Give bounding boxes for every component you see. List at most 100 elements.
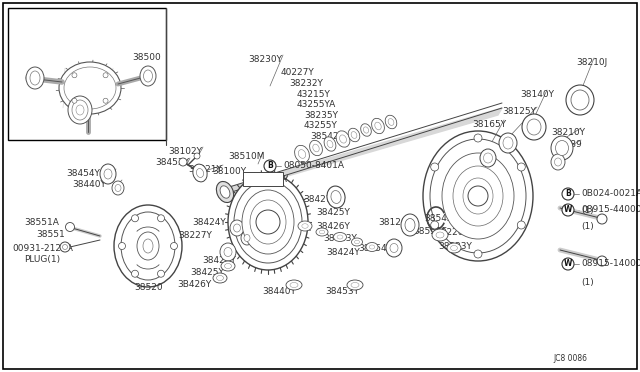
Text: B: B <box>267 161 273 170</box>
Text: 38227Y: 38227Y <box>178 231 212 240</box>
Ellipse shape <box>375 122 381 130</box>
Ellipse shape <box>347 280 363 290</box>
Ellipse shape <box>405 218 415 231</box>
Ellipse shape <box>234 181 302 263</box>
Ellipse shape <box>193 164 207 182</box>
Circle shape <box>468 186 488 206</box>
Circle shape <box>517 221 525 229</box>
Text: 38421Y: 38421Y <box>188 165 222 174</box>
Text: 38542P: 38542P <box>310 132 344 141</box>
Ellipse shape <box>290 282 298 288</box>
Ellipse shape <box>30 71 40 85</box>
Ellipse shape <box>294 145 309 163</box>
Ellipse shape <box>571 90 589 110</box>
Ellipse shape <box>121 212 175 280</box>
Ellipse shape <box>114 205 182 287</box>
Circle shape <box>170 243 177 250</box>
Ellipse shape <box>369 245 374 249</box>
Circle shape <box>72 73 77 78</box>
Ellipse shape <box>355 240 360 244</box>
Ellipse shape <box>327 140 333 148</box>
Text: 38440Y: 38440Y <box>262 287 296 296</box>
Text: 38427Y: 38427Y <box>202 256 236 265</box>
Text: 38210J: 38210J <box>576 58 607 67</box>
Text: 38520: 38520 <box>134 283 163 292</box>
Ellipse shape <box>527 119 541 135</box>
Text: 00931-2121A: 00931-2121A <box>12 244 73 253</box>
Ellipse shape <box>401 214 419 236</box>
Text: B: B <box>565 189 571 199</box>
Ellipse shape <box>503 137 513 149</box>
Ellipse shape <box>463 178 493 214</box>
Text: 38423Z: 38423Z <box>253 191 287 200</box>
Text: 38510A: 38510A <box>252 175 287 184</box>
Ellipse shape <box>442 153 514 239</box>
Ellipse shape <box>244 234 250 241</box>
Ellipse shape <box>386 239 402 257</box>
Ellipse shape <box>241 231 253 245</box>
Bar <box>243 172 283 186</box>
Text: 43215Y: 43215Y <box>297 90 331 99</box>
Bar <box>8 8 166 140</box>
Ellipse shape <box>242 190 294 254</box>
Ellipse shape <box>554 158 561 166</box>
Ellipse shape <box>351 238 362 246</box>
Polygon shape <box>222 108 502 195</box>
Ellipse shape <box>390 244 398 253</box>
Text: 40227Y: 40227Y <box>281 68 315 77</box>
Circle shape <box>65 222 74 231</box>
Ellipse shape <box>112 181 124 195</box>
Text: 38500: 38500 <box>132 53 161 62</box>
Circle shape <box>103 73 108 78</box>
Text: 38424Y: 38424Y <box>326 248 360 257</box>
Text: 38542N: 38542N <box>424 214 460 223</box>
Ellipse shape <box>216 182 234 202</box>
Text: 38232Y: 38232Y <box>289 79 323 88</box>
Ellipse shape <box>76 105 84 115</box>
Text: 38210Y: 38210Y <box>551 128 585 137</box>
Text: 38453Y: 38453Y <box>155 158 189 167</box>
Ellipse shape <box>372 118 385 134</box>
Text: 38454Y: 38454Y <box>66 169 100 178</box>
Ellipse shape <box>351 282 359 288</box>
Ellipse shape <box>115 185 121 192</box>
Text: (1): (1) <box>581 222 594 231</box>
Ellipse shape <box>388 119 394 125</box>
Text: 38230Y: 38230Y <box>248 55 282 64</box>
Ellipse shape <box>220 243 236 261</box>
Text: 38120Y: 38120Y <box>378 218 412 227</box>
Text: 08050-8401A: 08050-8401A <box>283 161 344 170</box>
Ellipse shape <box>310 140 323 155</box>
Ellipse shape <box>551 154 565 170</box>
Circle shape <box>597 256 607 266</box>
Text: PLUG(1): PLUG(1) <box>24 255 60 264</box>
Text: 38510M: 38510M <box>228 152 264 161</box>
Ellipse shape <box>566 85 594 115</box>
Text: 38125Y: 38125Y <box>502 107 536 116</box>
Circle shape <box>597 214 607 224</box>
Circle shape <box>157 270 164 277</box>
Text: 38220Y: 38220Y <box>435 228 469 237</box>
Circle shape <box>131 270 138 277</box>
Text: 38551F: 38551F <box>413 227 447 236</box>
Ellipse shape <box>220 186 230 198</box>
Ellipse shape <box>298 150 306 158</box>
Circle shape <box>103 98 108 103</box>
Ellipse shape <box>68 96 92 124</box>
Circle shape <box>194 153 200 159</box>
Text: 38589: 38589 <box>553 140 582 149</box>
Text: 38140Y: 38140Y <box>520 90 554 99</box>
Ellipse shape <box>366 243 378 251</box>
Ellipse shape <box>250 200 286 244</box>
Ellipse shape <box>286 280 302 290</box>
Ellipse shape <box>216 276 223 280</box>
Circle shape <box>256 210 280 234</box>
Ellipse shape <box>221 261 235 271</box>
Ellipse shape <box>100 164 116 184</box>
Ellipse shape <box>143 70 152 82</box>
Ellipse shape <box>104 169 112 179</box>
Circle shape <box>131 215 138 222</box>
Ellipse shape <box>361 124 371 136</box>
Circle shape <box>60 242 70 252</box>
Text: 43255Y: 43255Y <box>304 121 338 130</box>
